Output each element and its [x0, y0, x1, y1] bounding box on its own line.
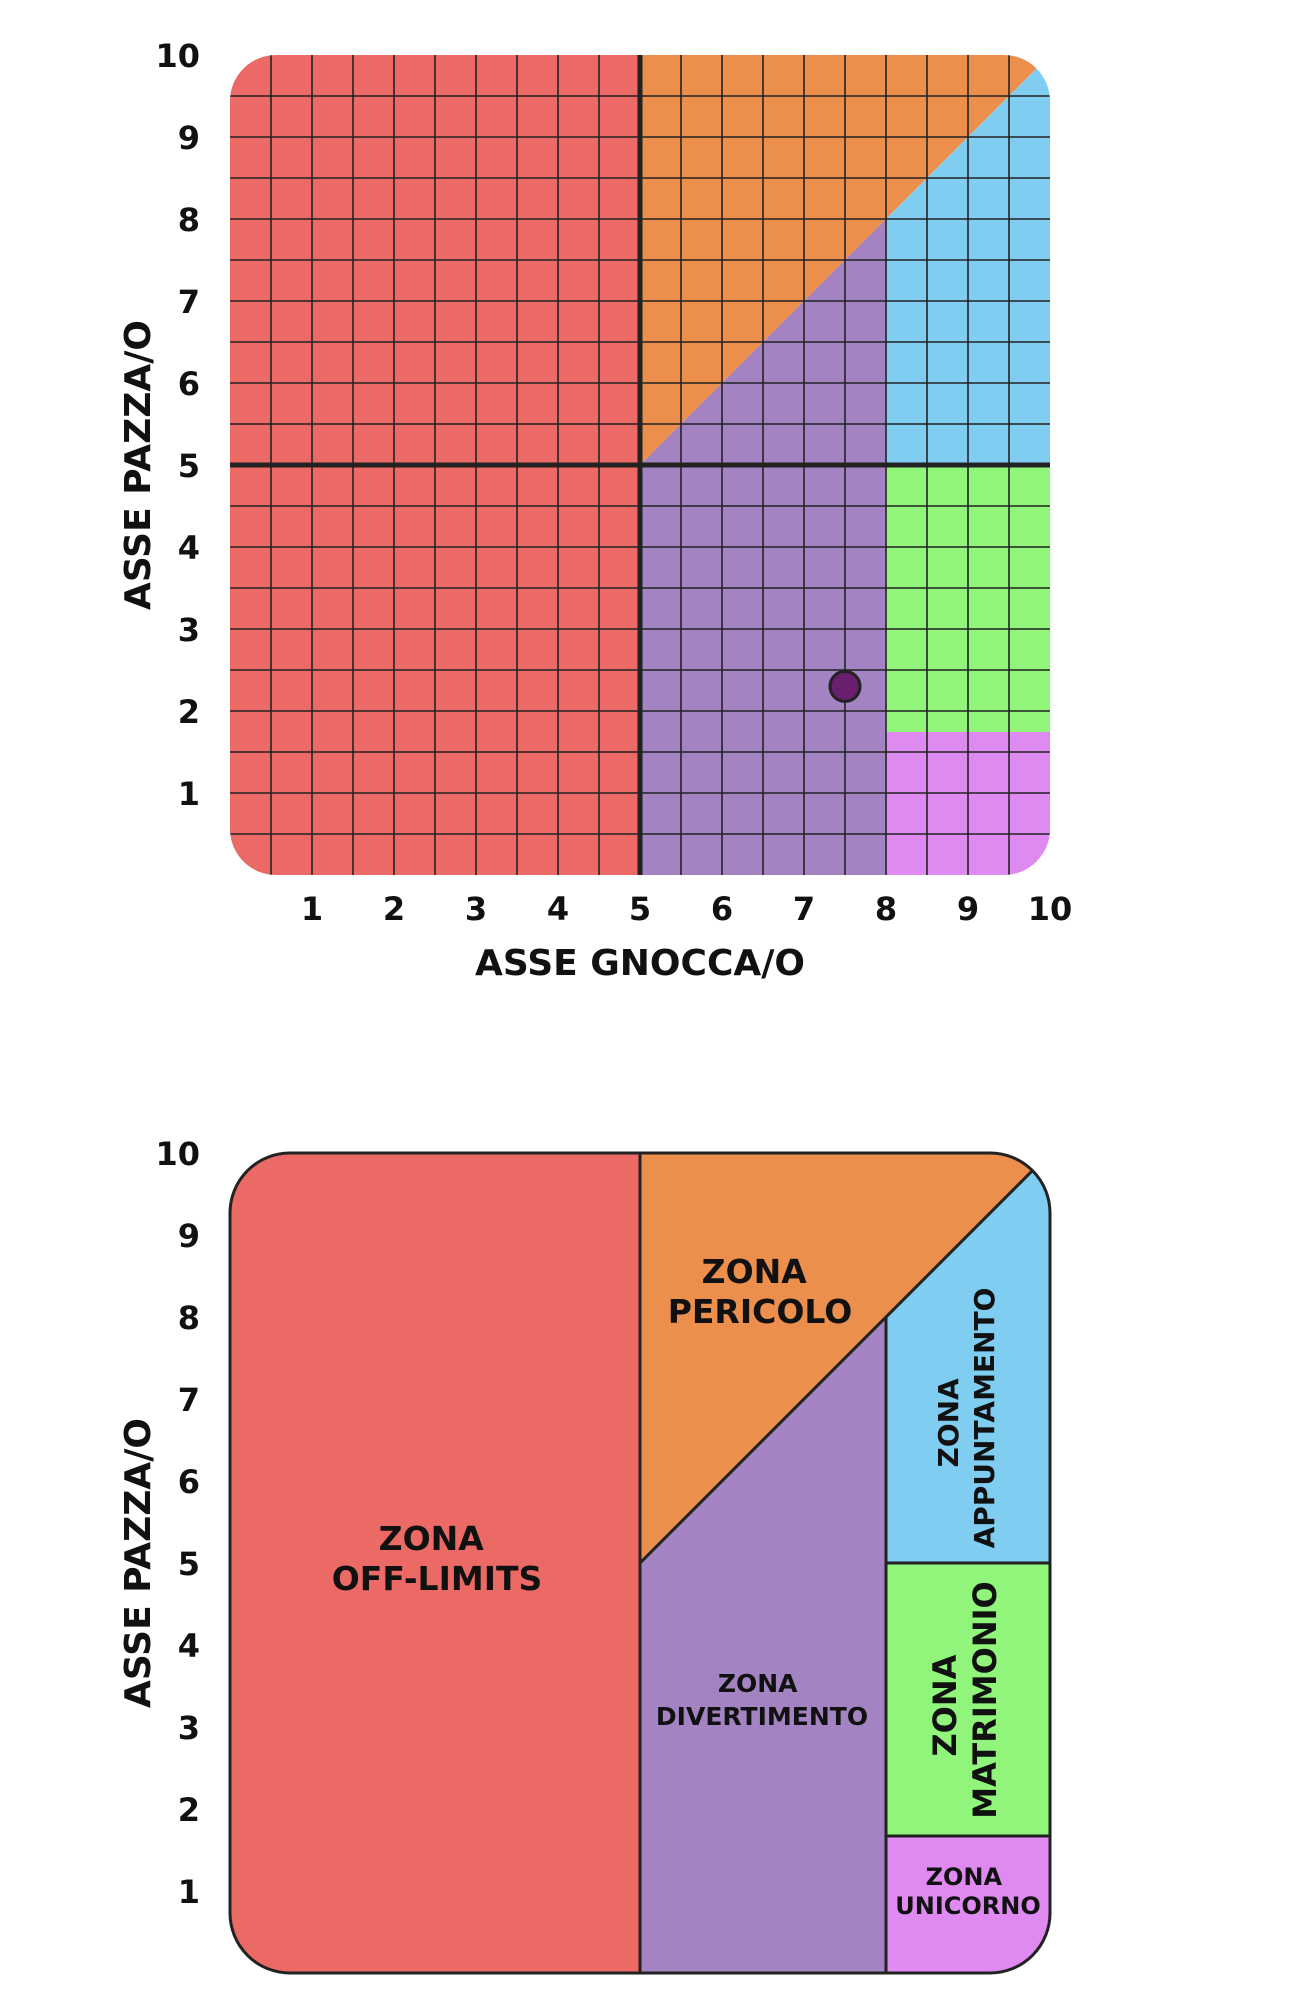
y-tick-label-2: 7 [178, 1381, 200, 1419]
y-tick-label: 10 [155, 37, 200, 75]
zone-borders [638, 1153, 1050, 1973]
zone-appuntamento-label: ZONA APPUNTAMENTO [932, 1288, 1001, 1549]
y-tick-label: 8 [178, 201, 200, 239]
y-tick-label-2: 8 [178, 1299, 200, 1337]
x-tick-label: 2 [383, 890, 405, 928]
x-axis-title: ASSE GNOCCA/O [475, 943, 805, 984]
y-tick-label: 3 [178, 611, 200, 649]
x-tick-label: 6 [711, 890, 733, 928]
zone-matrimonio-region [886, 1563, 1050, 1836]
zone-divertimento-label: ZONA DIVERTIMENTO [656, 1669, 868, 1731]
x-tick-label: 5 [629, 890, 651, 928]
y-axis-title-2: ASSE PAZZA/O [118, 1418, 159, 1708]
y-tick-label-2: 3 [178, 1709, 200, 1747]
y-tick-label: 7 [178, 283, 200, 321]
y-tick-label: 4 [178, 529, 200, 567]
y-tick-label: 6 [178, 365, 200, 403]
x-tick-labels: 1 2 3 4 5 6 7 8 9 10 [301, 890, 1072, 928]
y-tick-labels-2: 1 2 3 4 5 6 7 8 9 10 [155, 1135, 200, 1911]
y-tick-label-2: 4 [178, 1627, 200, 1665]
zone-chart-border [228, 1151, 1052, 1975]
y-tick-label: 2 [178, 693, 200, 731]
zone-off-limits-region [230, 1153, 640, 1973]
x-tick-label: 9 [957, 890, 979, 928]
x-tick-label: 3 [465, 890, 487, 928]
y-tick-label: 5 [178, 447, 200, 485]
x-tick-label: 4 [547, 890, 569, 928]
zone-appuntamento-region [886, 1153, 1050, 1563]
zone-matrimonio-label: ZONA MATRIMONIO [926, 1581, 1004, 1818]
y-tick-label-2: 1 [178, 1873, 200, 1911]
y-tick-label-2: 6 [178, 1463, 200, 1501]
y-tick-label-2: 2 [178, 1791, 200, 1829]
y-tick-label-2: 5 [178, 1545, 200, 1583]
zone-pericolo-label: ZONA PERICOLO [668, 1252, 853, 1331]
zone-divertimento-region [640, 1317, 886, 1973]
y-axis-title: ASSE PAZZA/O [118, 320, 159, 610]
y-tick-labels: 1 2 3 4 5 6 7 8 9 10 [155, 37, 200, 813]
y-tick-label: 9 [178, 119, 200, 157]
x-tick-label: 1 [301, 890, 323, 928]
y-tick-label-2: 10 [155, 1135, 200, 1173]
y-tick-label: 1 [178, 775, 200, 813]
x-tick-label: 8 [875, 890, 897, 928]
grid-chart-zones [230, 55, 1050, 875]
data-point [828, 669, 862, 703]
zone-unicorno-label: ZONA UNICORNO [895, 1863, 1041, 1920]
x-tick-label: 7 [793, 890, 815, 928]
zone-unicorno-region [886, 1836, 1050, 1973]
x-tick-label: 10 [1028, 890, 1073, 928]
grid-chart: 1 2 3 4 5 6 7 8 9 10 1 2 3 4 5 6 7 8 9 10 ASSE PAZZA/O ASS… [118, 37, 1072, 984]
y-tick-label-2: 9 [178, 1217, 200, 1255]
zone-chart-zones [230, 1153, 1050, 1973]
zone-chart: 1 2 3 4 5 6 7 8 9 10 ASSE PAZZA/O ZONA OFF-LIMITS… [118, 1135, 1052, 1975]
zone-off-limits-label: ZONA OFF-LIMITS [332, 1519, 543, 1598]
